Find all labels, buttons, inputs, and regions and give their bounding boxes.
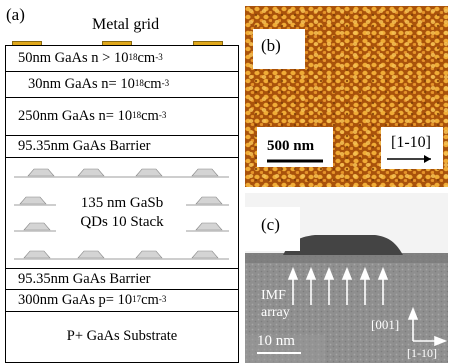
layer-contact-50nm: 50nm GaAs n > 10 18 cm -3 bbox=[6, 46, 238, 72]
panel-c-label: (c) bbox=[261, 215, 280, 234]
panel-b-label: (b) bbox=[261, 36, 281, 55]
metal-grid-title: Metal grid bbox=[92, 16, 160, 33]
qd-label-line2: QDs 10 Stack bbox=[80, 214, 164, 230]
panel-b-afm-image: (b) 500 nm [1-10] bbox=[245, 6, 448, 187]
layer-substrate: P+ GaAs Substrate bbox=[66, 328, 178, 344]
direction-001-label: [001] bbox=[371, 317, 400, 332]
afm-scale-label: 500 nm bbox=[267, 138, 315, 154]
imf-label-line2: array bbox=[261, 305, 290, 320]
quantum-dots bbox=[14, 168, 229, 260]
panel-a-label: (a) bbox=[6, 5, 25, 24]
layer-300nm-p: 300nm GaAs p= 10 17 cm -3 bbox=[6, 290, 238, 312]
afm-micrograph bbox=[245, 6, 448, 187]
tem-micrograph bbox=[245, 193, 448, 363]
qd-label-line1: 135 nm GaSb bbox=[80, 195, 164, 211]
qd-stack-region: 135 nm GaSb QDs 10 Stack bbox=[6, 158, 238, 269]
layer-250nm: 250nm GaAs n= 10 18 cm -3 bbox=[6, 98, 238, 136]
afm-direction-label: [1-10] bbox=[391, 134, 431, 151]
direction-110-label: [1-10] bbox=[407, 346, 437, 360]
layer-barrier-top: 95.35nm GaAs Barrier bbox=[6, 136, 238, 158]
layer-barrier-bottom: 95.35nm GaAs Barrier bbox=[6, 269, 238, 290]
panel-c-tem-image: (c) IMF array [001] [1-10] 10 nm bbox=[245, 193, 448, 363]
layer-stack: 50nm GaAs n > 10 18 cm -3 30nm GaAs n= 10 1… bbox=[5, 45, 239, 363]
layer-30nm: 30nm GaAs n= 10 18 cm -3 bbox=[6, 72, 238, 98]
tem-scale-label: 10 nm bbox=[257, 333, 295, 349]
imf-label-line1: IMF bbox=[261, 288, 286, 303]
